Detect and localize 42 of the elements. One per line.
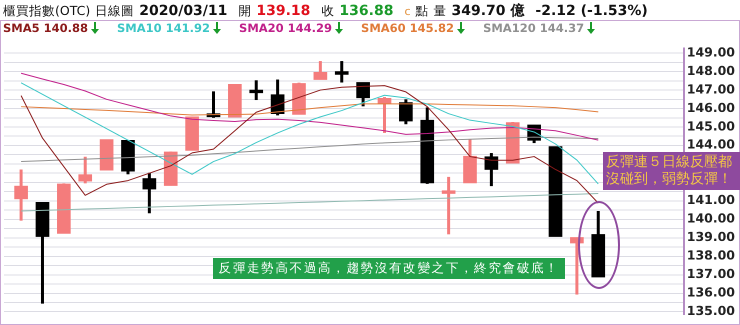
y-tick-label: 136.00 xyxy=(686,284,736,300)
y-tick-label: 146.00 xyxy=(686,100,736,115)
candlestick xyxy=(356,82,370,106)
candlestick xyxy=(14,169,28,221)
y-tick-label: 140.00 xyxy=(686,210,736,226)
annotation: 反彈走勢高不過高，趨勢沒有改變之下，終究會破底！ xyxy=(213,258,565,279)
text: SMA20 144.29 xyxy=(239,21,332,35)
candlestick xyxy=(78,156,92,184)
candlestick xyxy=(484,153,498,186)
text: -2.12 (-1.53%) xyxy=(535,3,648,19)
text: 349.70 億 xyxy=(452,2,524,20)
y-tick-label: 138.00 xyxy=(686,248,736,263)
y-tick-label: 139.00 xyxy=(686,229,736,244)
text: SMA120 144.37 xyxy=(483,21,584,35)
candlestick xyxy=(249,80,264,100)
candlestick xyxy=(442,176,456,234)
text: 開 xyxy=(238,3,252,20)
text: 139.18 xyxy=(256,3,310,19)
y-tick-label: 137.00 xyxy=(686,266,736,282)
y-tick-label: 147.00 xyxy=(686,81,736,96)
text: 136.88 xyxy=(339,3,394,19)
candlestick xyxy=(399,99,413,124)
candlestick xyxy=(378,97,392,133)
chart-title: 櫃買指數(OTC) xyxy=(3,3,90,20)
y-tick-label: 149.00 xyxy=(686,44,736,60)
y-tick-label: 144.00 xyxy=(686,136,736,152)
text: 收 xyxy=(321,3,334,20)
y-tick-label: 148.00 xyxy=(686,62,736,78)
text: SMA60 145.82 xyxy=(361,21,454,35)
annotation: 反彈連５日線反壓都沒碰到，弱勢反彈！ xyxy=(603,152,740,190)
candlestick xyxy=(314,61,328,80)
text: 量 xyxy=(434,3,447,20)
text: 點 xyxy=(416,3,429,20)
text: 日線圖 xyxy=(95,3,134,20)
y-tick-label: 145.00 xyxy=(686,118,736,134)
y-tick-label: 135.00 xyxy=(686,302,736,318)
text: 2020/03/11 xyxy=(139,3,228,19)
text: SMA5 140.88 xyxy=(3,21,88,35)
text: c xyxy=(404,5,411,18)
y-tick-label: 141.00 xyxy=(686,192,736,208)
candlestick xyxy=(142,172,156,214)
text: SMA10 141.92 xyxy=(117,21,210,35)
